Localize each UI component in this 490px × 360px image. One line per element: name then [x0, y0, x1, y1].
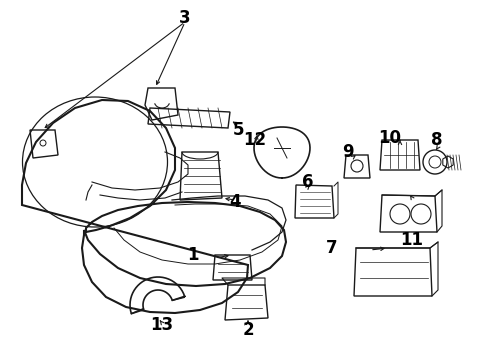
Text: 2: 2 [242, 321, 254, 339]
Text: 10: 10 [378, 129, 401, 147]
Text: 12: 12 [244, 131, 267, 149]
Text: 3: 3 [179, 9, 191, 27]
Text: 11: 11 [400, 231, 423, 249]
Text: 4: 4 [229, 193, 241, 211]
Text: 1: 1 [187, 246, 199, 264]
Text: 5: 5 [232, 121, 244, 139]
Text: 9: 9 [342, 143, 354, 161]
Text: 13: 13 [150, 316, 173, 334]
Text: 7: 7 [326, 239, 338, 257]
Text: 8: 8 [431, 131, 443, 149]
Text: 6: 6 [302, 173, 314, 191]
